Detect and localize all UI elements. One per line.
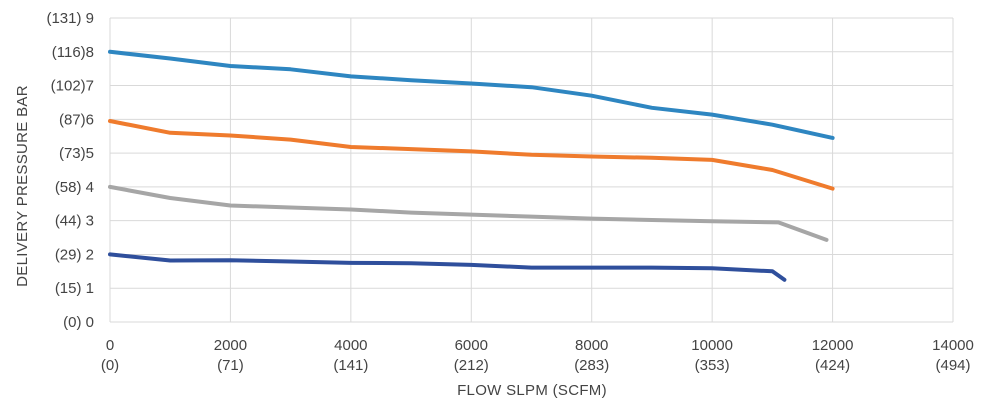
y-tick-label-5: (73)5 [59, 145, 94, 162]
y-tick-label-1: (15) 1 [55, 280, 94, 297]
series-lines [108, 49, 835, 282]
series-line-4 [108, 252, 787, 282]
y-axis-title: DELIVERY PRESSURE BAR [14, 85, 31, 287]
y-tick-label-4: (58) 4 [55, 179, 94, 196]
x-tick-label-2: 4000 (141) [333, 337, 368, 374]
x-axis-title: FLOW SLPM (SCFM) [457, 382, 607, 399]
series-line-2 [108, 119, 835, 191]
y-tick-label-8: (116)8 [52, 44, 94, 61]
x-tick-label-1: 2000 (71) [214, 337, 247, 374]
x-tick-label-3: 6000 (212) [454, 337, 489, 374]
x-tick-label-0: 0 (0) [101, 337, 119, 374]
y-tick-label-9: (131) 9 [46, 10, 94, 27]
series-line-3 [108, 184, 829, 242]
x-tick-label-4: 8000 (283) [574, 337, 609, 374]
x-tick-label-7: 14000 (494) [932, 337, 974, 374]
y-tick-label-0: (0) 0 [63, 314, 94, 331]
y-tick-label-3: (44) 3 [55, 213, 94, 230]
series-line-1 [108, 49, 835, 140]
y-tick-label-2: (29) 2 [55, 246, 94, 263]
x-tick-label-5: 10000 (353) [691, 337, 733, 374]
y-tick-label-7: (102)7 [51, 78, 94, 95]
x-tick-label-6: 12000 (424) [812, 337, 854, 374]
y-tick-labels: (0) 0 (15) 1 (29) 2 (44) 3 (58) 4 (73)5 (87)6 (… [46, 10, 94, 331]
x-tick-labels: 0 (0) 2000 (71) 4000 (141) 6000 (212) 8000 (283) 1… [101, 337, 974, 374]
grid-lines [109, 17, 954, 323]
y-tick-label-6: (87)6 [59, 111, 94, 128]
